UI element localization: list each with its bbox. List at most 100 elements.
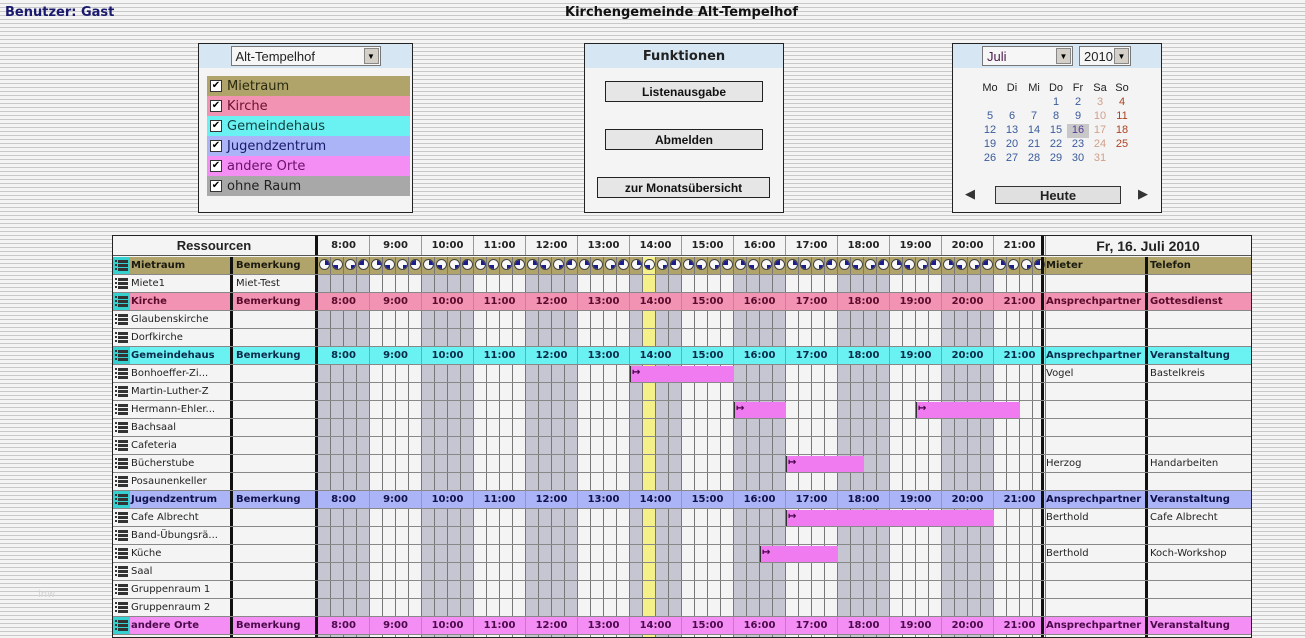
time-slot[interactable] (643, 581, 656, 598)
time-slot[interactable] (357, 509, 370, 526)
time-slot[interactable] (981, 545, 994, 562)
calendar-day[interactable]: 1 (1052, 96, 1060, 108)
time-slot[interactable] (1033, 473, 1046, 490)
time-slot[interactable] (877, 563, 890, 580)
time-slot[interactable] (643, 437, 656, 454)
time-slot[interactable] (513, 527, 526, 544)
time-slot[interactable] (539, 545, 552, 562)
time-slot[interactable] (318, 437, 331, 454)
time-slot[interactable] (994, 437, 1007, 454)
time-slot[interactable] (539, 635, 552, 637)
time-slot[interactable] (1007, 635, 1020, 637)
time-slot[interactable] (669, 527, 682, 544)
time-slot[interactable] (747, 563, 760, 580)
time-slot[interactable] (669, 401, 682, 418)
time-slot[interactable] (318, 473, 331, 490)
time-slot[interactable] (786, 275, 799, 292)
time-slot[interactable] (461, 581, 474, 598)
time-slot[interactable] (721, 509, 734, 526)
time-slot[interactable] (890, 545, 903, 562)
time-slot[interactable] (539, 509, 552, 526)
time-slot[interactable] (1007, 455, 1020, 472)
time-slot[interactable] (617, 329, 630, 346)
time-slot[interactable] (1020, 545, 1033, 562)
list-icon[interactable] (115, 601, 128, 615)
time-slot[interactable] (760, 257, 773, 274)
time-slot[interactable] (695, 635, 708, 637)
time-slot[interactable] (721, 329, 734, 346)
time-slot[interactable] (877, 401, 890, 418)
time-slot[interactable] (656, 527, 669, 544)
time-slot[interactable] (448, 257, 461, 274)
time-slot[interactable] (812, 383, 825, 400)
time-slot[interactable] (721, 257, 734, 274)
time-slot[interactable] (812, 563, 825, 580)
time-slot[interactable] (422, 257, 435, 274)
time-slot[interactable] (877, 599, 890, 616)
category-item-gemeindehaus[interactable]: ✔ Gemeindehaus (207, 116, 410, 136)
time-slot[interactable] (474, 563, 487, 580)
time-slot[interactable] (838, 419, 851, 436)
time-slot[interactable] (903, 383, 916, 400)
time-slot[interactable] (435, 581, 448, 598)
time-slot[interactable] (539, 581, 552, 598)
checkbox[interactable]: ✔ (210, 160, 222, 172)
time-slot[interactable] (630, 455, 643, 472)
time-slot[interactable] (968, 473, 981, 490)
time-slot[interactable] (552, 311, 565, 328)
category-item-jugendzentrum[interactable]: ✔ Jugendzentrum (207, 136, 410, 156)
time-slot[interactable] (760, 563, 773, 580)
time-slot[interactable] (604, 419, 617, 436)
time-slot[interactable] (825, 599, 838, 616)
time-slot[interactable] (669, 545, 682, 562)
time-slot[interactable] (812, 473, 825, 490)
time-slot[interactable] (487, 455, 500, 472)
row-menu[interactable] (113, 311, 130, 328)
time-slot[interactable] (435, 563, 448, 580)
today-button[interactable]: Heute (995, 186, 1121, 204)
time-slot[interactable] (864, 545, 877, 562)
time-slot[interactable] (1020, 599, 1033, 616)
time-slot[interactable] (617, 257, 630, 274)
time-slot[interactable] (474, 383, 487, 400)
calendar-day[interactable]: 15 (1049, 124, 1063, 136)
time-slot[interactable] (747, 311, 760, 328)
time-slot[interactable] (617, 455, 630, 472)
time-slot[interactable] (955, 257, 968, 274)
time-slot[interactable] (448, 599, 461, 616)
time-slot[interactable] (578, 329, 591, 346)
time-slot[interactable] (539, 473, 552, 490)
time-slot[interactable] (474, 635, 487, 637)
time-slot[interactable] (799, 563, 812, 580)
time-slot[interactable] (864, 383, 877, 400)
booking-bar[interactable]: ↦ (760, 546, 838, 562)
time-slot[interactable] (409, 599, 422, 616)
row-menu[interactable] (113, 401, 130, 418)
list-icon[interactable] (115, 529, 128, 543)
time-slot[interactable] (487, 599, 500, 616)
row-menu[interactable] (113, 473, 130, 490)
time-slot[interactable] (331, 635, 344, 637)
time-slot[interactable] (435, 257, 448, 274)
time-slot[interactable] (760, 635, 773, 637)
time-slot[interactable] (1020, 329, 1033, 346)
time-slot[interactable] (526, 257, 539, 274)
time-slot[interactable] (851, 419, 864, 436)
time-slot[interactable] (617, 401, 630, 418)
time-slot[interactable] (851, 401, 864, 418)
time-slot[interactable] (630, 635, 643, 637)
time-slot[interactable] (890, 455, 903, 472)
time-slot[interactable] (318, 401, 331, 418)
time-slot[interactable] (539, 311, 552, 328)
time-slot[interactable] (786, 383, 799, 400)
resource-name[interactable]: Miete1 (131, 278, 165, 289)
time-slot[interactable] (838, 563, 851, 580)
time-slot[interactable] (734, 437, 747, 454)
time-slot[interactable] (942, 635, 955, 637)
time-slot[interactable] (994, 635, 1007, 637)
time-slot[interactable] (916, 437, 929, 454)
time-slot[interactable] (708, 545, 721, 562)
time-slot[interactable] (331, 437, 344, 454)
time-slot[interactable] (513, 437, 526, 454)
time-slot[interactable] (721, 419, 734, 436)
